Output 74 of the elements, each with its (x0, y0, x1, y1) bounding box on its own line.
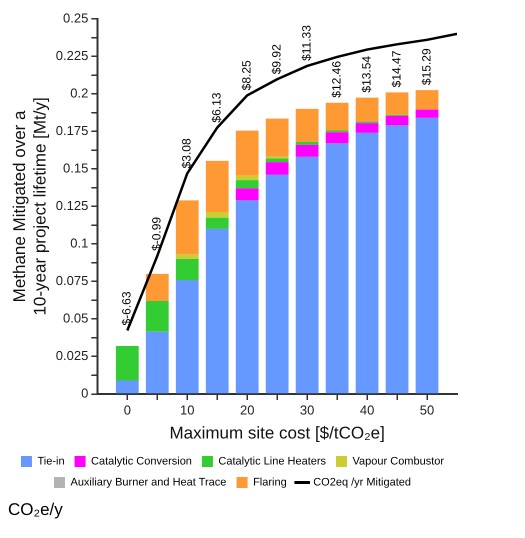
bar (206, 212, 229, 218)
bar (176, 200, 199, 254)
bar (356, 132, 378, 394)
bar (416, 90, 438, 110)
bar (146, 300, 169, 332)
bar (206, 218, 229, 229)
bar (386, 92, 408, 115)
y-tick-label: 0.225 (56, 48, 88, 63)
annotation: $14.47 (389, 50, 404, 88)
bar (296, 144, 319, 157)
legend-label: Catalytic Conversion (91, 456, 192, 468)
bar (206, 228, 229, 394)
annotation: $6.13 (210, 92, 224, 123)
bar (326, 143, 348, 394)
bar (356, 123, 378, 133)
bar (236, 180, 259, 188)
bar (326, 102, 348, 130)
annotation: $8.25 (240, 60, 254, 90)
bar (356, 98, 378, 122)
y-tick-label: 0.075 (56, 273, 88, 288)
y-tick-label: 0.05 (63, 310, 88, 326)
annotation: $12.46 (329, 60, 344, 98)
x-tick-label: 0 (124, 402, 131, 418)
bar (146, 274, 169, 301)
bar (236, 188, 259, 200)
bar (386, 116, 408, 126)
x-tick-label: 50 (420, 402, 434, 418)
bar (236, 176, 259, 180)
annotation: $9.92 (269, 44, 284, 74)
bar (236, 200, 259, 394)
bar (266, 162, 289, 175)
bar (116, 380, 139, 394)
bar (176, 254, 199, 259)
legend-label: Flaring (253, 476, 287, 489)
bar (416, 118, 438, 394)
bar (176, 258, 199, 280)
y-tick-label: 0.025 (56, 348, 88, 364)
bar (176, 280, 199, 394)
legend-label: Auxiliary Burner and Heat Trace (70, 476, 226, 489)
bar (146, 332, 169, 394)
legend-label: Vapour Combustor (352, 456, 444, 468)
y-tick-label: 0.125 (56, 198, 88, 213)
y-axis-title: Methane Mitigated over a 10-year project lifetime [Mt/y] (10, 97, 50, 316)
y-tick-label: 0.25 (63, 10, 88, 26)
x-axis-title: Maximum site cost [$/tCO₂e] (169, 423, 385, 442)
annotation: $15.29 (419, 48, 434, 86)
bar (266, 158, 289, 162)
bar (296, 142, 319, 145)
x-tick-label: 10 (180, 402, 194, 418)
bar (416, 110, 438, 118)
bar (386, 125, 408, 394)
x-tick-label: 30 (300, 402, 314, 418)
y-tick-label: 0.2 (70, 85, 88, 100)
x-tick-label: 40 (360, 402, 374, 418)
x-tick-label: 20 (240, 402, 254, 418)
bar (266, 118, 289, 157)
y-tick-label: 0 (81, 386, 88, 401)
bar (296, 108, 319, 142)
bar (296, 156, 319, 394)
legend-label: Catalytic Line Heaters (218, 456, 327, 468)
bar (236, 130, 259, 176)
annotation: $11.33 (299, 24, 314, 61)
y-tick-label: 0.1 (70, 236, 88, 250)
bar (326, 132, 348, 144)
text: CO₂e/y (8, 500, 64, 520)
bar (116, 346, 139, 380)
legend-label: CO2eq /yr Mitigated (313, 476, 412, 489)
bar (266, 174, 289, 394)
annotation: $3.08 (180, 138, 194, 168)
y-tick-label: 0.15 (63, 160, 88, 176)
y-tick-label: 0.175 (56, 122, 88, 138)
bar (206, 160, 229, 212)
legend-label: Tie-in (37, 456, 65, 468)
annotation: $13.54 (359, 56, 374, 93)
